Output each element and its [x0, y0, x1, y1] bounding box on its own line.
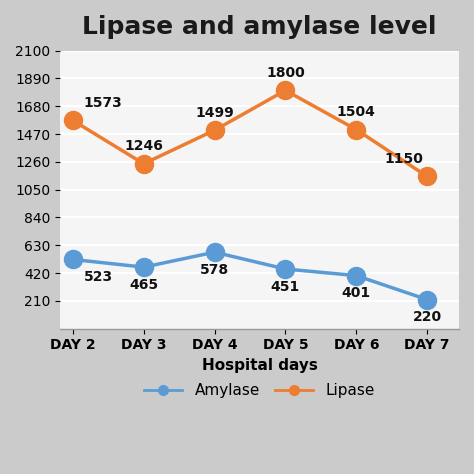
- Text: 1499: 1499: [195, 106, 234, 119]
- Legend: Amylase, Lipase: Amylase, Lipase: [138, 377, 381, 404]
- Text: 1800: 1800: [266, 66, 305, 80]
- Text: 1504: 1504: [337, 105, 376, 119]
- Title: Lipase and amylase level: Lipase and amylase level: [82, 15, 437, 39]
- Text: 578: 578: [200, 263, 229, 277]
- Text: 401: 401: [342, 286, 371, 300]
- Text: 451: 451: [271, 280, 300, 293]
- Text: 465: 465: [129, 278, 158, 292]
- Text: 220: 220: [412, 310, 442, 324]
- X-axis label: Hospital days: Hospital days: [201, 358, 318, 373]
- Text: 1573: 1573: [83, 96, 122, 110]
- Text: 1246: 1246: [124, 139, 163, 153]
- Text: 1150: 1150: [385, 152, 424, 166]
- Text: 523: 523: [83, 270, 113, 284]
